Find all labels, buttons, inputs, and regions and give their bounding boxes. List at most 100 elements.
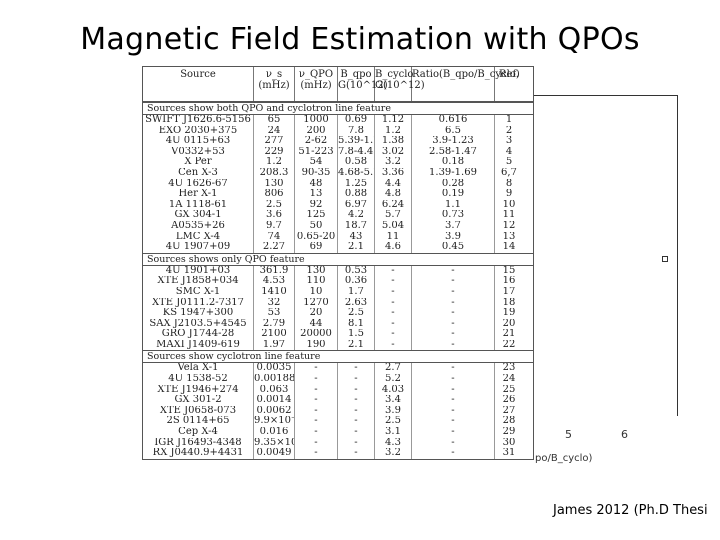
- table-cell: 1.38: [375, 136, 412, 147]
- table-cell: 3.7: [412, 220, 495, 232]
- table-cell: 65: [254, 115, 295, 126]
- table-cell: -: [338, 448, 375, 459]
- table-cell: 0.88: [338, 189, 375, 200]
- table-cell: 0.73: [412, 210, 495, 221]
- table-cell: 3.4: [375, 395, 412, 406]
- table-cell: 2.79: [254, 318, 295, 330]
- table-cell: 14: [502, 242, 516, 253]
- table-row: A0535+26 9.7 50 18.7 5.04 3.7 12: [143, 220, 533, 232]
- table-cell: -: [412, 427, 495, 438]
- table-cell: 0.65-20: [295, 231, 338, 243]
- table-cell: 50: [295, 220, 338, 232]
- table-cell: 9.7: [254, 220, 295, 232]
- table-row: MAXI J1409-619 1.97 190 2.1- -22: [143, 339, 533, 351]
- table-body: Sources show both QPO and cyclotron line…: [143, 102, 533, 459]
- table-row: Her X-1 806 13 0.88 4.8 0.19 9: [143, 189, 533, 200]
- table-cell: -: [338, 374, 375, 385]
- table-cell: Her X-1: [143, 189, 254, 200]
- table-cell: 0.18: [412, 157, 495, 168]
- table-cell: 44: [295, 318, 338, 330]
- table-cell: -: [338, 416, 375, 428]
- table-cell: -: [295, 437, 338, 449]
- table-cell: -: [412, 276, 495, 287]
- table-cell: 2.1: [338, 339, 375, 351]
- table-cell: 92: [295, 199, 338, 211]
- table-cell: 3: [505, 136, 513, 147]
- table-cell: 18: [502, 297, 516, 308]
- table-cell: 6.97: [338, 199, 375, 211]
- table-cell: 1000: [295, 115, 338, 126]
- table-cell: 6.24: [375, 199, 412, 211]
- table-row: XTE J0111.2-7317 32 1270 2.63- -18: [143, 297, 533, 309]
- section-label: Sources show both QPO and cyclotron line…: [143, 102, 533, 115]
- table-cell: 30: [502, 437, 516, 448]
- table-cell: 54: [295, 157, 338, 168]
- table-cell: 361.9: [254, 265, 295, 277]
- table-cell: -: [412, 405, 495, 417]
- table-cell: 32: [254, 297, 295, 309]
- table-cell: -: [295, 384, 338, 396]
- table-cell: 0.616: [412, 115, 495, 126]
- table-cell: 3.36: [375, 167, 412, 179]
- table-row: 2S 0114+659.9×10⁻⁴--2.5-28: [143, 416, 533, 428]
- table-cell: -: [412, 286, 495, 298]
- table-cell: 3.9: [412, 231, 495, 243]
- table-cell: -: [375, 339, 412, 351]
- table-cell: 1.5: [338, 329, 375, 340]
- table-cell: 2.27: [254, 242, 295, 253]
- table-cell: -: [412, 416, 495, 428]
- table-cell: -: [412, 384, 495, 396]
- table-cell: 4U 0115+63: [143, 136, 254, 147]
- table-cell: 24: [254, 125, 295, 137]
- table-cell: 3.6: [254, 210, 295, 221]
- table-cell: XTE J1946+274: [143, 384, 254, 396]
- table-cell: 10: [295, 286, 338, 298]
- table-row: SMC X-1 1410 10 1.7- -17: [143, 286, 533, 298]
- table-cell: 17: [502, 286, 516, 297]
- table-row: GX 301-2 0.0014- -3.4-26: [143, 395, 533, 406]
- table-cell: -: [338, 405, 375, 417]
- table-cell: 0.0035: [254, 363, 295, 375]
- header-source: Source: [143, 67, 254, 101]
- table-cell: 29: [502, 427, 516, 438]
- table-cell: 6,7: [501, 167, 517, 178]
- slide-title: Magnetic Field Estimation with QPOs: [80, 22, 640, 57]
- table-cell: -: [412, 329, 495, 340]
- table-cell: -: [412, 448, 495, 459]
- table-row: 4U 1538-52 0.00188- -5.2-24: [143, 374, 533, 385]
- table-cell: 4U 1907+09: [143, 242, 254, 253]
- table-cell: 69: [295, 242, 338, 253]
- table-cell: -: [375, 286, 412, 298]
- table-cell: 4U 1626-67: [143, 178, 254, 190]
- table-cell: 27: [502, 405, 516, 416]
- table-cell: 13: [502, 231, 516, 242]
- table-cell: -: [295, 405, 338, 417]
- table-cell: 0.0014: [254, 395, 295, 406]
- table-row: RX J0440.9+4431 0.0049- -3.2-31: [143, 448, 533, 459]
- table-cell: XTE J0111.2-7317: [143, 297, 254, 309]
- table-cell: -: [412, 374, 495, 385]
- table-cell: 10: [502, 199, 516, 210]
- table-cell: 0.28: [412, 178, 495, 190]
- table-cell: 190: [295, 339, 338, 351]
- table-cell: 2-62: [295, 136, 338, 147]
- table-cell: 3.9-1.23: [412, 136, 495, 147]
- table-cell: -: [375, 265, 412, 277]
- table-cell: 130: [295, 265, 338, 277]
- table-cell: 43: [338, 231, 375, 243]
- table-cell: 3.1: [375, 427, 412, 438]
- table-cell: 130: [254, 178, 295, 190]
- table-cell: 4U 1901+03: [143, 265, 254, 277]
- table-cell: 48: [295, 178, 338, 190]
- table-cell: 1410: [254, 286, 295, 298]
- table-cell: 1.25: [338, 178, 375, 190]
- table-row: LMC X-4 74 0.65-20 43 11 3.9 13: [143, 231, 533, 243]
- table-cell: Cen X-3: [143, 167, 254, 179]
- table-cell: 1: [505, 115, 513, 125]
- header-nu-qpo: ν_QPO (mHz): [295, 67, 338, 101]
- table-cell: 15: [502, 265, 516, 276]
- table-cell: 125: [295, 210, 338, 221]
- table-cell: 4.2: [338, 210, 375, 221]
- table-cell: -: [412, 318, 495, 330]
